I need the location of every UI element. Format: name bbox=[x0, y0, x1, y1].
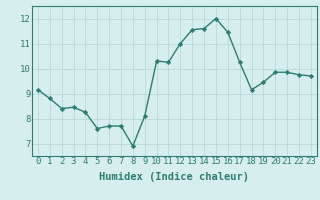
X-axis label: Humidex (Indice chaleur): Humidex (Indice chaleur) bbox=[100, 172, 249, 182]
